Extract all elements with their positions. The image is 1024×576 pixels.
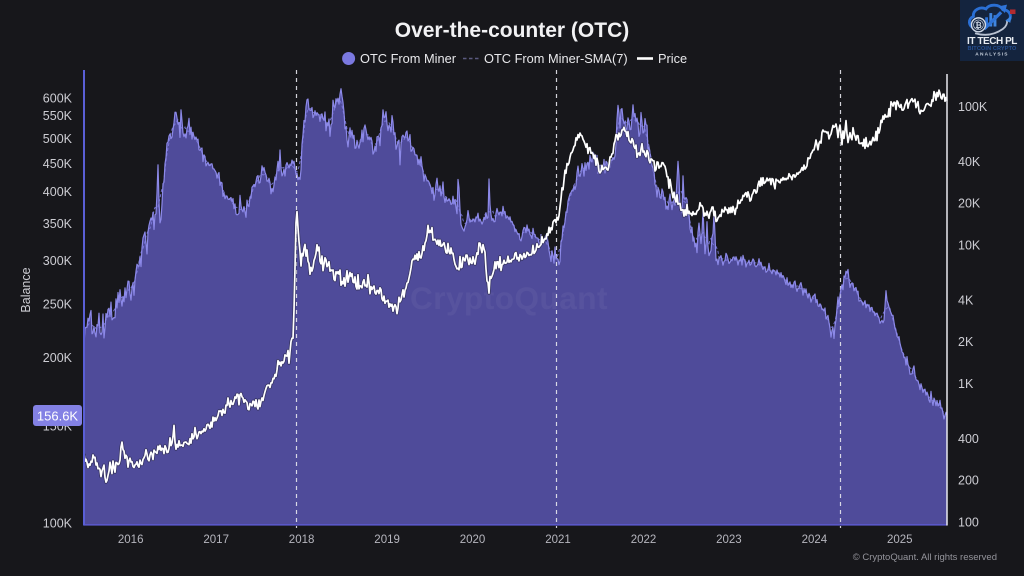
- svg-text:2017: 2017: [203, 534, 229, 546]
- svg-text:300K: 300K: [43, 254, 73, 268]
- svg-text:100K: 100K: [958, 100, 988, 114]
- svg-text:₿: ₿: [975, 21, 982, 30]
- svg-text:ANALYSIS: ANALYSIS: [975, 52, 1008, 58]
- svg-text:2025: 2025: [887, 534, 913, 546]
- svg-text:156.6K: 156.6K: [37, 409, 79, 424]
- svg-text:40K: 40K: [958, 155, 981, 169]
- svg-text:200: 200: [958, 474, 979, 488]
- svg-text:2021: 2021: [545, 534, 571, 546]
- svg-text:350K: 350K: [43, 217, 73, 231]
- svg-text:400: 400: [958, 432, 979, 446]
- svg-text:600K: 600K: [43, 91, 73, 105]
- svg-text:100K: 100K: [43, 517, 73, 531]
- svg-text:550K: 550K: [43, 109, 73, 123]
- svg-text:Over-the-counter (OTC): Over-the-counter (OTC): [395, 19, 630, 42]
- svg-text:2024: 2024: [802, 534, 828, 546]
- svg-text:500K: 500K: [43, 132, 73, 146]
- svg-text:2K: 2K: [958, 335, 974, 349]
- svg-text:© CryptoQuant. All rights rese: © CryptoQuant. All rights reserved: [853, 552, 997, 563]
- svg-text:2018: 2018: [289, 534, 315, 546]
- svg-text:400K: 400K: [43, 185, 73, 199]
- svg-text:1K: 1K: [958, 377, 974, 391]
- svg-text:IT TECH PL: IT TECH PL: [967, 36, 1017, 47]
- svg-text:Balance: Balance: [19, 267, 33, 312]
- svg-text:2016: 2016: [118, 534, 144, 546]
- svg-text:450K: 450K: [43, 157, 73, 171]
- svg-text:BITCOIN CRYPTO: BITCOIN CRYPTO: [968, 46, 1017, 52]
- svg-text:Price: Price: [658, 51, 687, 66]
- svg-text:OTC From Miner-SMA(7): OTC From Miner-SMA(7): [484, 51, 628, 66]
- svg-text:2023: 2023: [716, 534, 742, 546]
- svg-text:100: 100: [958, 515, 979, 529]
- svg-text:20K: 20K: [958, 197, 981, 211]
- svg-text:4K: 4K: [958, 294, 974, 308]
- svg-text:2022: 2022: [631, 534, 657, 546]
- svg-text:200K: 200K: [43, 351, 73, 365]
- svg-text:CryptoQuant: CryptoQuant: [410, 280, 608, 316]
- svg-text:10K: 10K: [958, 238, 981, 252]
- svg-text:2019: 2019: [374, 534, 400, 546]
- svg-text:250K: 250K: [43, 298, 73, 312]
- svg-text:2020: 2020: [460, 534, 486, 546]
- svg-text:OTC From Miner: OTC From Miner: [360, 51, 457, 66]
